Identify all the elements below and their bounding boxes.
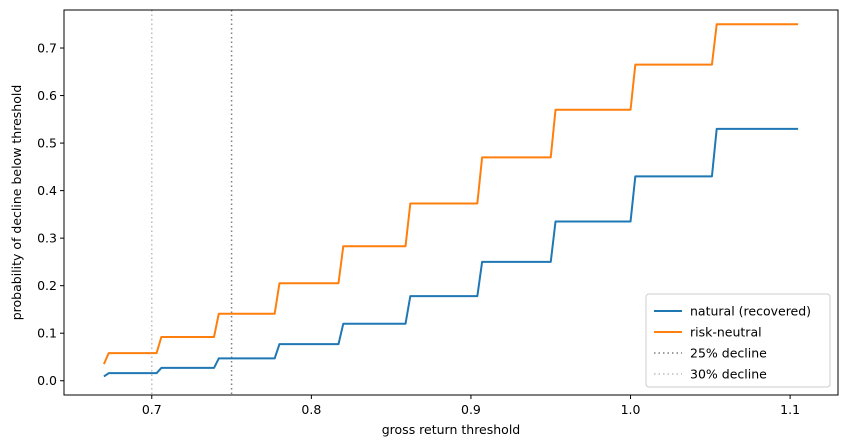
legend-box xyxy=(645,293,831,388)
y-tick-label: 0.7 xyxy=(37,41,57,56)
legend-entry-label: 25% decline xyxy=(690,346,767,361)
axis-ticks: 0.7 0.8 0.9 1.0 1.1 0.0 0.1 0.2 0.3 0.4 0.5 0.6 0.7 xyxy=(37,41,800,417)
x-tick-label: 0.8 xyxy=(301,402,321,417)
series-line-1 xyxy=(103,127,799,378)
x-tick-label: 0.9 xyxy=(461,402,481,417)
y-axis-label: probability of decline below threshold xyxy=(9,85,24,321)
y-tick-label: 0.2 xyxy=(37,278,57,293)
legend: natural (recovered) risk-neutral 25% decli… xyxy=(645,293,831,388)
plot-area xyxy=(102,10,799,395)
legend-entry-label: risk-neutral xyxy=(690,325,762,340)
y-tick-label: 0.5 xyxy=(37,136,57,151)
series-line-2 xyxy=(102,23,799,365)
y-tick-label: 0.6 xyxy=(37,88,57,103)
legend-entry-label: 30% decline xyxy=(690,367,767,382)
x-axis-label: gross return threshold xyxy=(382,422,521,437)
y-tick-label: 0.4 xyxy=(37,183,57,198)
y-tick-label: 0.0 xyxy=(37,373,57,388)
y-tick-label: 0.3 xyxy=(37,231,57,246)
x-tick-label: 1.0 xyxy=(621,402,641,417)
x-tick-label: 1.1 xyxy=(780,402,800,417)
y-tick-label: 0.1 xyxy=(37,326,57,341)
axes-frame xyxy=(63,9,839,396)
legend-entry-label: natural (recovered) xyxy=(690,304,811,319)
x-tick-label: 0.7 xyxy=(142,402,162,417)
